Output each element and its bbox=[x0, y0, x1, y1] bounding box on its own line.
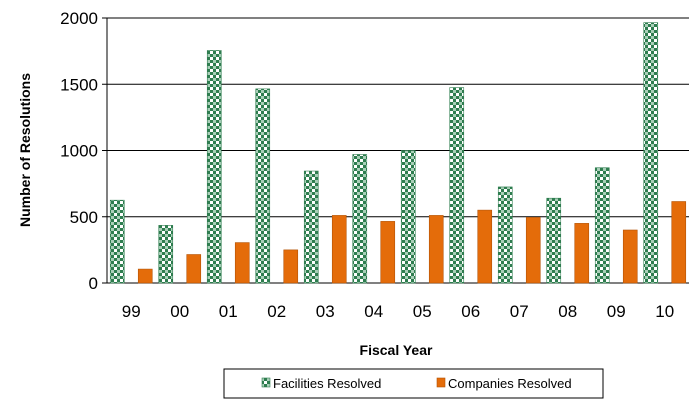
companies-bar-07 bbox=[525, 217, 541, 284]
y-tick-label: 1500 bbox=[60, 75, 98, 94]
x-tick-label: 01 bbox=[219, 302, 238, 321]
companies-bar-08 bbox=[574, 223, 590, 284]
companies-bar-10 bbox=[671, 201, 687, 284]
x-tick-label: 99 bbox=[122, 302, 141, 321]
facilities-bar-08 bbox=[546, 197, 562, 284]
x-tick-label: 04 bbox=[364, 302, 383, 321]
companies-bar-00 bbox=[186, 254, 202, 284]
legend-swatch bbox=[261, 377, 271, 388]
y-tick-label: 0 bbox=[89, 274, 98, 293]
x-tick-label: 08 bbox=[558, 302, 577, 321]
x-tick-label: 00 bbox=[170, 302, 189, 321]
x-tick-label: 10 bbox=[655, 302, 674, 321]
companies-bar-06 bbox=[477, 209, 493, 284]
facilities-bar-05 bbox=[400, 150, 416, 284]
y-axis-title: Number of Resolutions bbox=[17, 73, 33, 227]
facilities-bar-04 bbox=[352, 154, 368, 284]
companies-bar-09 bbox=[622, 229, 638, 284]
facilities-bar-03 bbox=[303, 170, 319, 284]
companies-bar-03 bbox=[331, 215, 347, 284]
companies-bar-04 bbox=[380, 221, 396, 284]
facilities-bar-07 bbox=[497, 186, 513, 284]
x-tick-label: 05 bbox=[413, 302, 432, 321]
facilities-bar-02 bbox=[255, 88, 271, 284]
y-tick-label: 500 bbox=[70, 208, 98, 227]
x-tick-label: 02 bbox=[267, 302, 286, 321]
facilities-bar-99 bbox=[109, 199, 125, 284]
legend-label: Companies Resolved bbox=[448, 376, 572, 391]
facilities-bar-01 bbox=[206, 50, 222, 284]
x-axis-title: Fiscal Year bbox=[360, 342, 433, 358]
x-tick-label: 07 bbox=[510, 302, 529, 321]
legend-swatch bbox=[436, 377, 446, 388]
facilities-bar-10 bbox=[643, 22, 659, 284]
x-tick-label: 09 bbox=[607, 302, 626, 321]
legend-label: Facilities Resolved bbox=[273, 376, 381, 391]
plot-area: 0 500 1000 1500 2000 99 00 01 02 03 04 05 06 07 08 09 10 bbox=[60, 9, 689, 321]
companies-bar-01 bbox=[234, 242, 250, 284]
companies-bar-99 bbox=[137, 268, 153, 284]
facilities-bar-06 bbox=[449, 87, 465, 284]
companies-bar-05 bbox=[428, 215, 444, 284]
y-tick-label: 1000 bbox=[60, 142, 98, 161]
facilities-bar-09 bbox=[594, 167, 610, 284]
facilities-bar-00 bbox=[158, 225, 174, 284]
companies-bar-02 bbox=[283, 249, 299, 284]
legend: Facilities Resolved Companies Resolved bbox=[223, 368, 604, 399]
x-tick-label: 03 bbox=[316, 302, 335, 321]
y-tick-label: 2000 bbox=[60, 9, 98, 28]
legend-box bbox=[223, 368, 604, 399]
x-tick-label: 06 bbox=[461, 302, 480, 321]
